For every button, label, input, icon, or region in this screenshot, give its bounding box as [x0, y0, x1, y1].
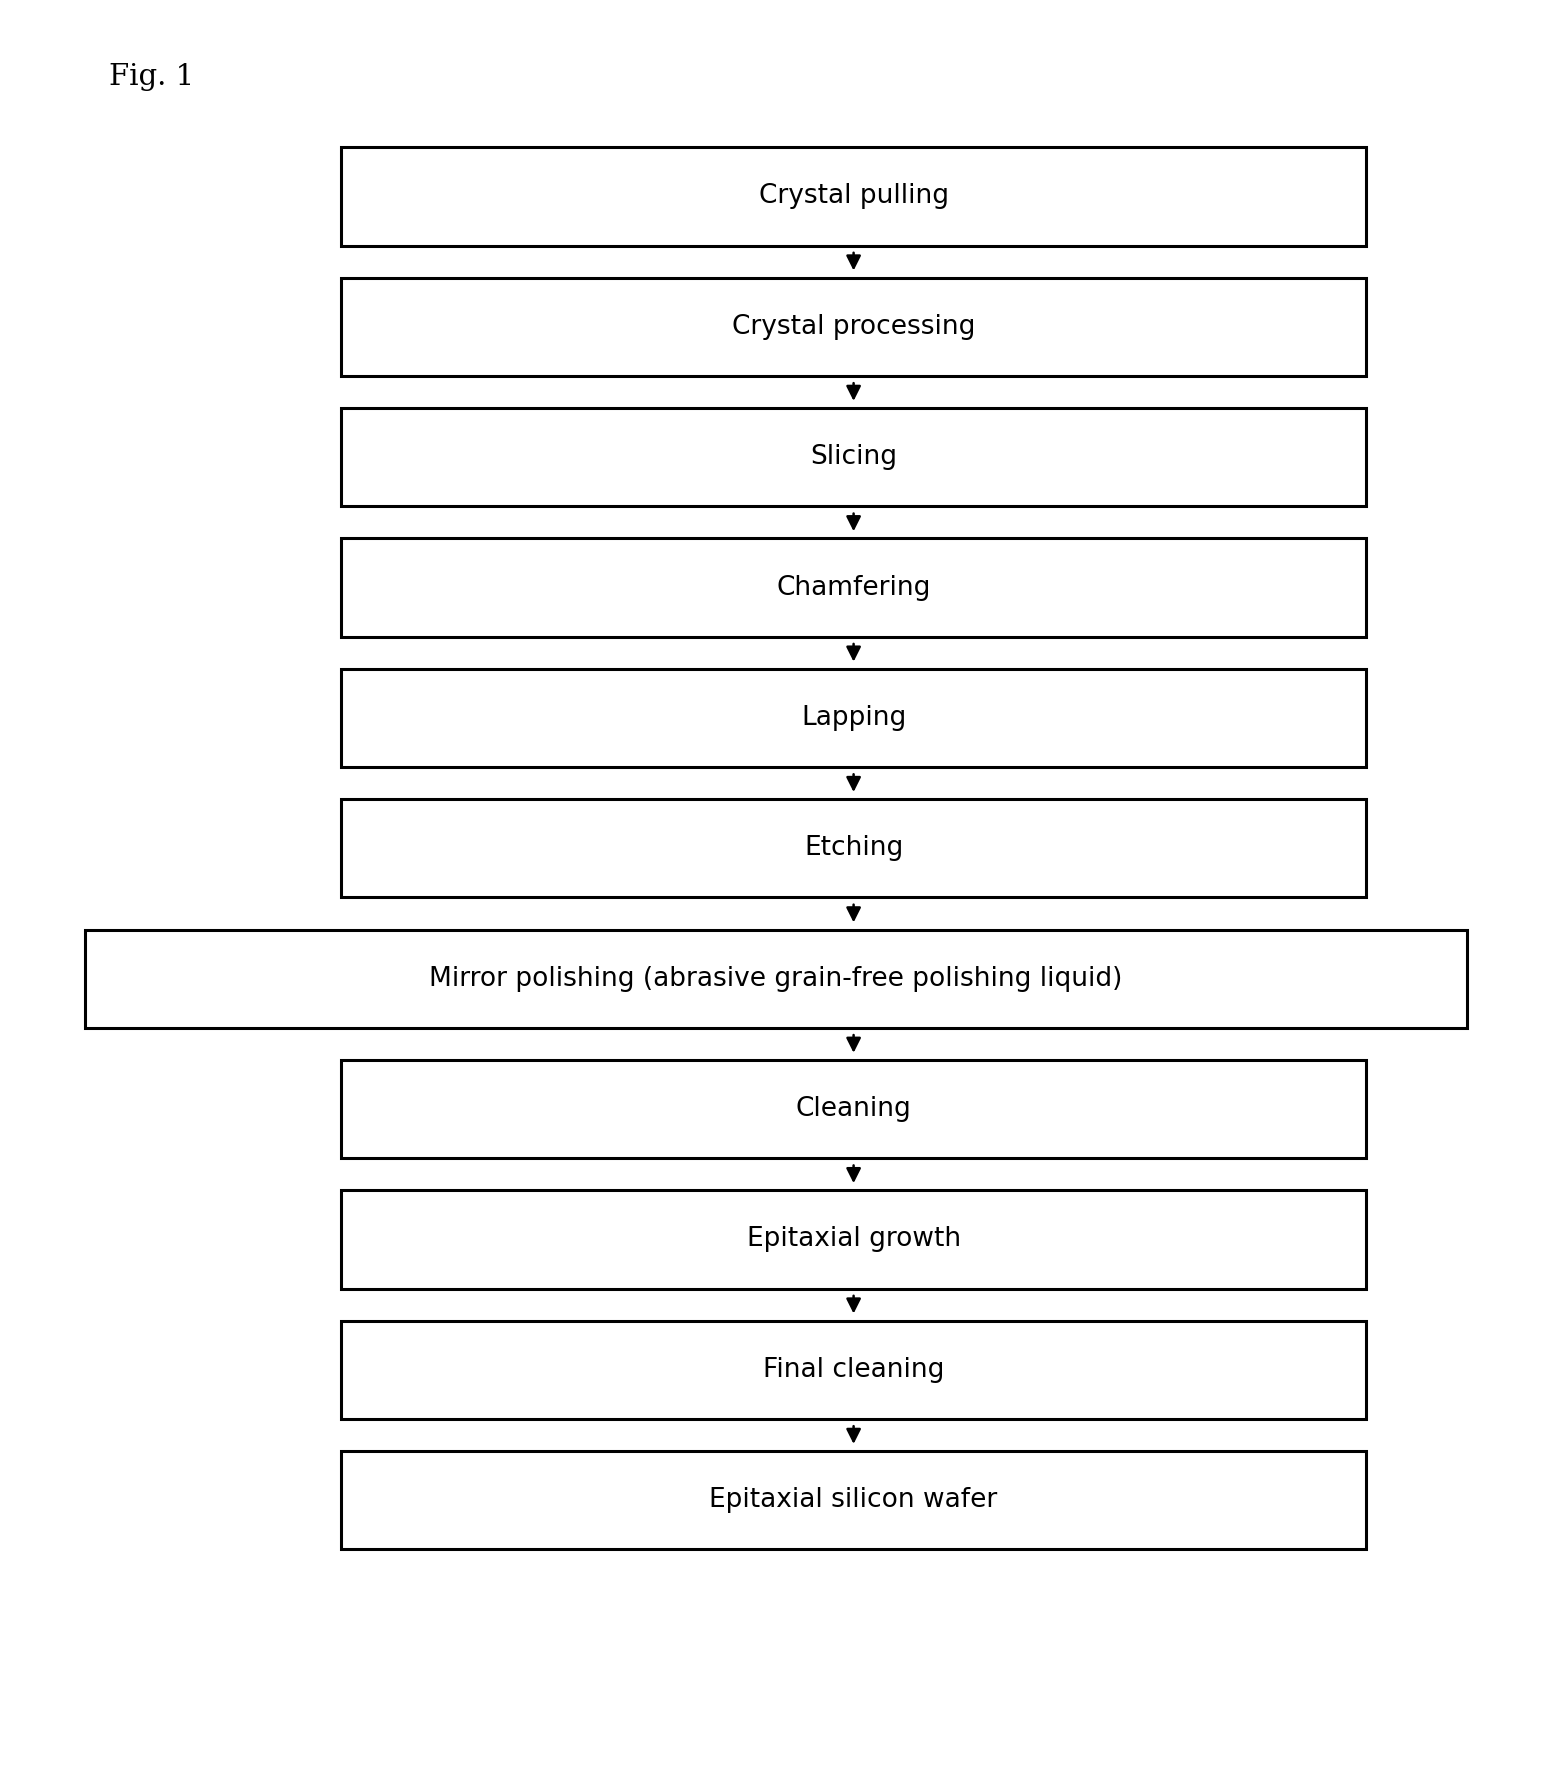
Bar: [341, 538, 1366, 636]
Text: Slicing: Slicing: [810, 445, 897, 470]
Bar: [341, 277, 1366, 375]
Text: Mirror polishing (abrasive grain-free polishing liquid): Mirror polishing (abrasive grain-free po…: [430, 966, 1122, 991]
Text: Epitaxial silicon wafer: Epitaxial silicon wafer: [709, 1488, 998, 1513]
Bar: [341, 1320, 1366, 1418]
Text: Crystal pulling: Crystal pulling: [759, 184, 948, 209]
Bar: [341, 1450, 1366, 1548]
Bar: [341, 146, 1366, 245]
Text: Cleaning: Cleaning: [796, 1097, 911, 1122]
Bar: [341, 668, 1366, 766]
Bar: [341, 800, 1366, 897]
Text: Chamfering: Chamfering: [776, 575, 931, 600]
Bar: [341, 1189, 1366, 1289]
Bar: [341, 1059, 1366, 1159]
Text: Fig. 1: Fig. 1: [109, 63, 194, 91]
Bar: [341, 407, 1366, 507]
Text: Final cleaning: Final cleaning: [764, 1357, 944, 1382]
Text: Etching: Etching: [804, 836, 903, 861]
Text: Epitaxial growth: Epitaxial growth: [747, 1227, 961, 1252]
Bar: [85, 929, 1467, 1027]
Text: Lapping: Lapping: [801, 705, 906, 730]
Text: Crystal processing: Crystal processing: [733, 314, 975, 339]
